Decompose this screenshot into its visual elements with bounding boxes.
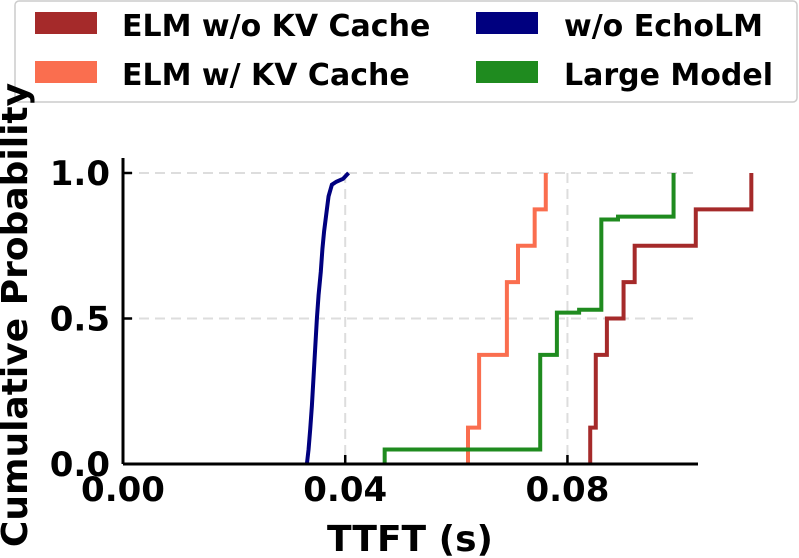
x-tick-label: 0.04 <box>303 470 387 510</box>
legend-label-large-model: Large Model <box>564 58 773 93</box>
legend-swatch-large-model <box>476 61 538 83</box>
legend-label-wo-echolm: w/o EchoLM <box>564 9 763 44</box>
legend-label-elm-wo-kv: ELM w/o KV Cache <box>122 9 430 44</box>
series-line-3 <box>382 173 676 464</box>
y-tick-label: 0.5 <box>50 300 110 340</box>
series-layer <box>304 171 754 465</box>
legend-swatch-wo-echolm <box>476 12 538 34</box>
series-line-2 <box>304 171 351 465</box>
legend-swatch-elm-w-kv <box>35 61 97 83</box>
x-tick-label: 0.08 <box>525 470 609 510</box>
y-axis-title: Cumulative Probability <box>0 83 36 547</box>
axes <box>121 158 698 466</box>
y-tick-label: 0.0 <box>50 445 110 485</box>
series-line-0 <box>588 173 754 464</box>
legend-box <box>14 0 798 103</box>
legend-swatch-elm-wo-kv <box>35 12 97 34</box>
y-tick-label: 1.0 <box>50 154 110 194</box>
x-tick-label: 0.00 <box>81 470 165 510</box>
tick-labels: 0.00 0.04 0.08 0.0 0.5 1.0 <box>50 154 610 510</box>
x-axis-title: TTFT (s) <box>327 519 493 558</box>
legend: ELM w/o KV Cache ELM w/ KV Cache w/o Ech… <box>35 9 773 93</box>
series-line-1 <box>466 173 548 464</box>
legend-label-elm-w-kv: ELM w/ KV Cache <box>122 58 410 93</box>
